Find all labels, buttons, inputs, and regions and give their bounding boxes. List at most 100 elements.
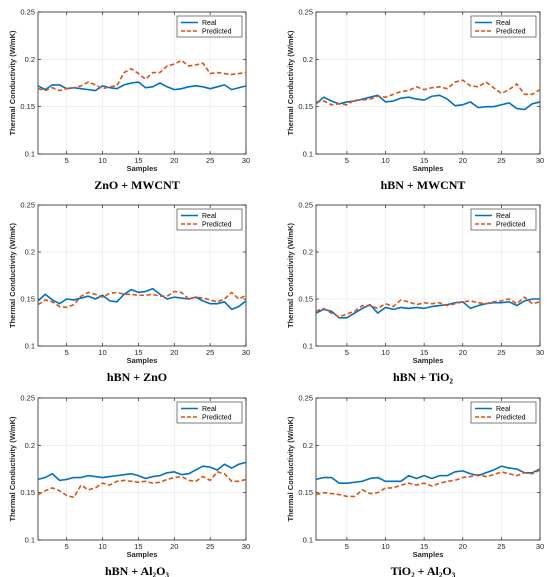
x-tick-label: 30 bbox=[242, 542, 250, 551]
x-tick-label: 30 bbox=[536, 348, 544, 357]
x-axis-label: Samples bbox=[413, 356, 444, 365]
y-tick-label: 0.25 bbox=[20, 8, 35, 17]
chart-panel-5: 0.1 0.15 0.2 0.25 5 10 15 20 25 30 Samples Thermal … bbox=[8, 394, 250, 577]
legend-label-predicted: Predicted bbox=[496, 222, 526, 229]
y-axis-label: Thermal Conductivity (W/mK) bbox=[8, 416, 17, 522]
panel-caption: hBN + MWCNT bbox=[381, 178, 466, 192]
panel-caption: ZnO + MWCNT bbox=[94, 178, 180, 192]
y-tick-label: 0.15 bbox=[20, 102, 35, 111]
legend-label-predicted: Predicted bbox=[202, 415, 232, 422]
x-tick-label: 25 bbox=[497, 348, 505, 357]
series-line-predicted bbox=[315, 296, 541, 318]
legend-label-predicted: Predicted bbox=[202, 29, 232, 36]
x-tick-label: 5 bbox=[65, 542, 69, 551]
x-tick-label: 25 bbox=[206, 348, 214, 357]
x-tick-label: 20 bbox=[170, 542, 178, 551]
y-tick-label: 0.15 bbox=[20, 295, 35, 304]
x-tick-label: 15 bbox=[134, 156, 142, 165]
x-tick-label: 20 bbox=[170, 156, 178, 165]
x-tick-label: 25 bbox=[497, 542, 505, 551]
y-tick-label: 0.25 bbox=[298, 394, 313, 403]
x-tick-label: 5 bbox=[345, 156, 349, 165]
x-tick-label: 15 bbox=[134, 542, 142, 551]
x-tick-label: 5 bbox=[65, 156, 69, 165]
legend: Real Predicted bbox=[176, 208, 243, 231]
legend: Real Predicted bbox=[470, 15, 537, 38]
series-line-predicted bbox=[37, 59, 247, 92]
y-tick-label: 0.15 bbox=[298, 102, 313, 111]
y-tick-label: 0.1 bbox=[25, 342, 35, 351]
y-tick-label: 0.1 bbox=[303, 342, 313, 351]
y-tick-label: 0.2 bbox=[25, 248, 35, 257]
legend-label-real: Real bbox=[496, 20, 511, 27]
y-tick-label: 0.15 bbox=[298, 488, 313, 497]
chart-panel-1: 0.1 0.15 0.2 0.25 5 10 15 20 25 30 Samples Thermal … bbox=[8, 8, 250, 193]
y-tick-label: 0.25 bbox=[298, 8, 313, 17]
chart-panel-6: 0.1 0.15 0.2 0.25 5 10 15 20 25 30 Samples Thermal … bbox=[286, 394, 544, 577]
x-tick-label: 30 bbox=[536, 156, 544, 165]
y-tick-label: 0.25 bbox=[20, 201, 35, 210]
x-tick-label: 25 bbox=[206, 542, 214, 551]
x-axis-label: Samples bbox=[127, 164, 158, 173]
x-tick-label: 20 bbox=[170, 348, 178, 357]
series-line-real bbox=[37, 287, 247, 311]
y-tick-label: 0.2 bbox=[303, 248, 313, 257]
x-tick-label: 15 bbox=[420, 348, 428, 357]
y-tick-label: 0.15 bbox=[298, 295, 313, 304]
x-tick-label: 20 bbox=[459, 348, 467, 357]
y-tick-label: 0.25 bbox=[20, 394, 35, 403]
legend: Real Predicted bbox=[176, 401, 243, 424]
plot-frame bbox=[315, 204, 541, 347]
chart-panel-4: 0.1 0.15 0.2 0.25 5 10 15 20 25 30 Samples Thermal … bbox=[286, 201, 544, 385]
series-line-real bbox=[37, 461, 247, 482]
plot-frame bbox=[315, 11, 541, 155]
x-axis-label: Samples bbox=[413, 164, 444, 173]
y-tick-label: 0.1 bbox=[25, 536, 35, 545]
legend-label-predicted: Predicted bbox=[202, 222, 232, 229]
x-tick-label: 20 bbox=[459, 156, 467, 165]
legend-label-predicted: Predicted bbox=[496, 415, 526, 422]
legend-label-real: Real bbox=[202, 213, 217, 220]
plot-frame bbox=[37, 204, 247, 347]
series-line-predicted bbox=[315, 79, 541, 106]
legend-label-predicted: Predicted bbox=[496, 29, 526, 36]
x-tick-label: 10 bbox=[381, 156, 389, 165]
panel-caption: TiO₂ + Al₂O₃ bbox=[391, 564, 456, 577]
x-tick-label: 30 bbox=[242, 348, 250, 357]
legend-label-real: Real bbox=[496, 406, 511, 413]
x-tick-label: 25 bbox=[206, 156, 214, 165]
series-line-real bbox=[315, 298, 540, 319]
legend-label-real: Real bbox=[496, 213, 511, 220]
x-tick-label: 30 bbox=[536, 542, 544, 551]
x-tick-label: 10 bbox=[98, 156, 106, 165]
legend-label-real: Real bbox=[202, 406, 217, 413]
x-tick-label: 5 bbox=[345, 542, 349, 551]
x-tick-label: 10 bbox=[98, 542, 106, 551]
y-tick-label: 0.1 bbox=[25, 150, 35, 159]
series-line-real bbox=[37, 81, 247, 92]
y-tick-label: 0.15 bbox=[20, 488, 35, 497]
y-axis-label: Thermal Conductivity (W/mK) bbox=[286, 416, 295, 522]
x-tick-label: 30 bbox=[242, 156, 250, 165]
x-tick-label: 15 bbox=[134, 348, 142, 357]
panel-caption: hBN + TiO₂ bbox=[393, 370, 453, 384]
y-tick-label: 0.2 bbox=[25, 441, 35, 450]
y-axis-label: Thermal Conductivity (W/mK) bbox=[8, 223, 17, 329]
legend-label-real: Real bbox=[202, 20, 217, 27]
series-line-predicted bbox=[315, 469, 541, 498]
plot-frame bbox=[37, 11, 247, 155]
x-tick-label: 15 bbox=[420, 542, 428, 551]
legend: Real Predicted bbox=[470, 401, 537, 424]
panel-caption: hBN + ZnO bbox=[107, 370, 167, 384]
y-axis-label: Thermal Conductivity (W/mK) bbox=[286, 30, 295, 136]
chart-panel-3: 0.1 0.15 0.2 0.25 5 10 15 20 25 30 Samples Thermal … bbox=[8, 201, 250, 385]
y-tick-label: 0.25 bbox=[298, 201, 313, 210]
y-tick-label: 0.1 bbox=[303, 536, 313, 545]
y-tick-label: 0.1 bbox=[303, 150, 313, 159]
x-tick-label: 10 bbox=[381, 542, 389, 551]
y-axis-label: Thermal Conductivity (W/mK) bbox=[286, 223, 295, 329]
legend: Real Predicted bbox=[176, 15, 243, 38]
x-axis-label: Samples bbox=[127, 356, 158, 365]
x-tick-label: 10 bbox=[381, 348, 389, 357]
